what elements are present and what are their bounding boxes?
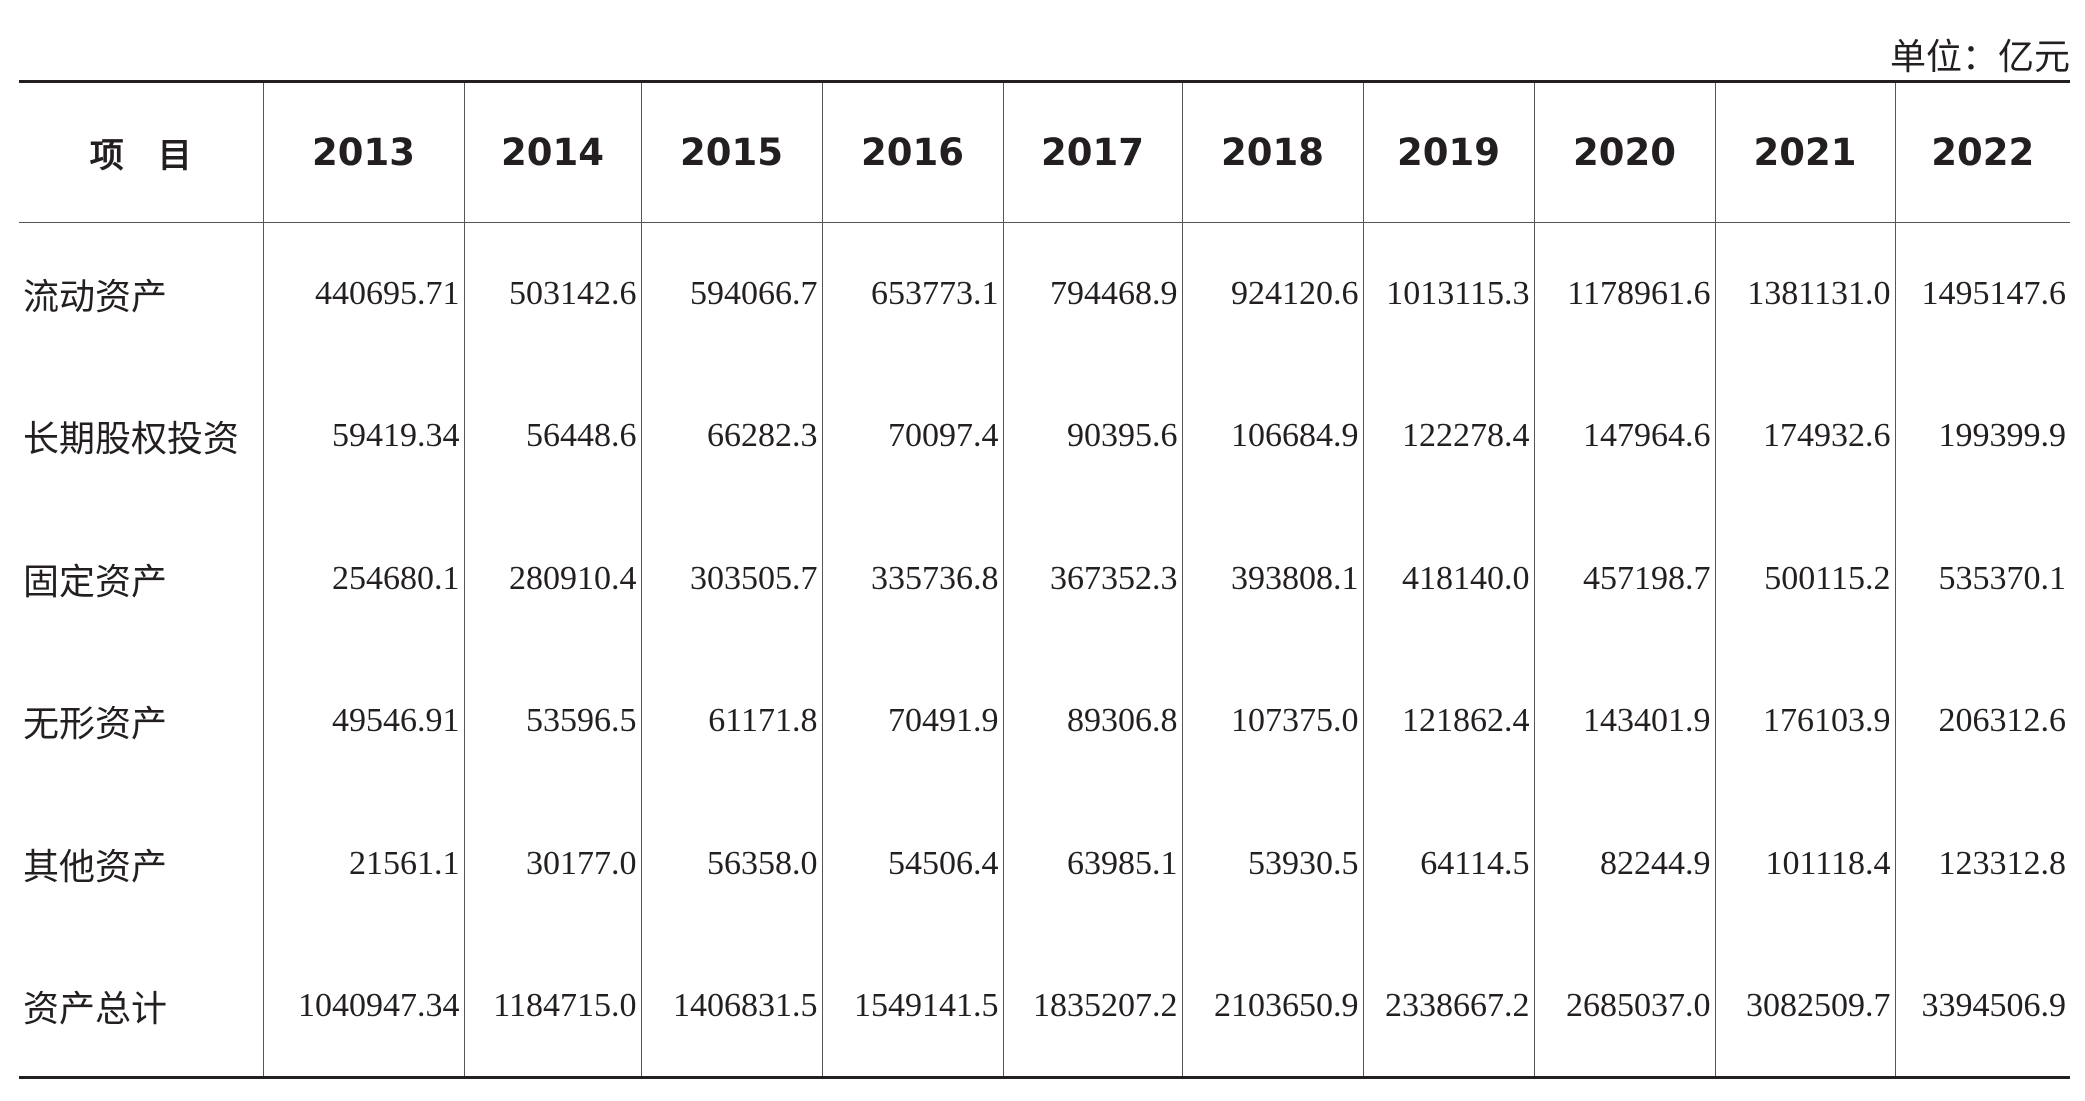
cell: 254680.1: [262, 507, 465, 650]
cell: 61171.8: [640, 650, 823, 793]
cell: 174932.6: [1714, 365, 1896, 508]
cell: 335736.8: [821, 507, 1004, 650]
header-cell: 2019: [1362, 81, 1535, 223]
cell: 3082509.7: [1714, 935, 1896, 1078]
cell: 101118.4: [1714, 792, 1896, 935]
table-row: 资产总计 1040947.34 1184715.0 1406831.5 1549141.…: [19, 935, 2070, 1078]
row-label: 资产总计: [19, 935, 264, 1078]
cell: 924120.6: [1181, 222, 1364, 365]
cell: 122278.4: [1362, 365, 1535, 508]
cell: 107375.0: [1181, 650, 1364, 793]
cell: 1381131.0: [1714, 222, 1896, 365]
row-label: 无形资产: [19, 650, 264, 793]
table-row: 固定资产 254680.1 280910.4 303505.7 335736.8 3673…: [19, 507, 2070, 650]
cell: 123312.8: [1894, 792, 2070, 935]
header-row: 项 目 2013 2014 2015 2016 2017 2018 2019 2020 2021 2…: [19, 81, 2070, 223]
cell: 280910.4: [463, 507, 642, 650]
cell: 367352.3: [1002, 507, 1183, 650]
cell: 303505.7: [640, 507, 823, 650]
cell: 503142.6: [463, 222, 642, 365]
cell: 457198.7: [1533, 507, 1716, 650]
cell: 176103.9: [1714, 650, 1896, 793]
cell: 206312.6: [1894, 650, 2070, 793]
cell: 53596.5: [463, 650, 642, 793]
data-table: 项 目 2013 2014 2015 2016 2017 2018 2019 2020 2021 2…: [19, 80, 2070, 1079]
cell: 1406831.5: [640, 935, 823, 1078]
cell: 2685037.0: [1533, 935, 1716, 1078]
cell: 63985.1: [1002, 792, 1183, 935]
cell: 199399.9: [1894, 365, 2070, 508]
cell: 56358.0: [640, 792, 823, 935]
cell: 59419.34: [262, 365, 465, 508]
table-body: 流动资产 440695.71 503142.6 594066.7 653773.1 794…: [19, 222, 2070, 1078]
header-cell: 2021: [1714, 81, 1896, 223]
row-label: 固定资产: [19, 507, 264, 650]
cell: 70097.4: [821, 365, 1004, 508]
cell: 653773.1: [821, 222, 1004, 365]
header-cell: 2017: [1002, 81, 1183, 223]
cell: 106684.9: [1181, 365, 1364, 508]
row-label: 其他资产: [19, 792, 264, 935]
cell: 21561.1: [262, 792, 465, 935]
cell: 535370.1: [1894, 507, 2070, 650]
header-cell: 2018: [1181, 81, 1364, 223]
cell: 418140.0: [1362, 507, 1535, 650]
header-cell: 2015: [640, 81, 823, 223]
cell: 1549141.5: [821, 935, 1004, 1078]
row-label: 流动资产: [19, 222, 264, 365]
header-cell: 项 目: [19, 81, 264, 223]
cell: 1184715.0: [463, 935, 642, 1078]
row-label: 长期股权投资: [19, 365, 264, 508]
cell: 1495147.6: [1894, 222, 2070, 365]
cell: 143401.9: [1533, 650, 1716, 793]
cell: 66282.3: [640, 365, 823, 508]
cell: 3394506.9: [1894, 935, 2070, 1078]
header-cell: 2016: [821, 81, 1004, 223]
table-row: 无形资产 49546.91 53596.5 61171.8 70491.9 89306.8…: [19, 650, 2070, 793]
cell: 89306.8: [1002, 650, 1183, 793]
unit-label: 单位：亿元: [1889, 37, 2070, 78]
cell: 53930.5: [1181, 792, 1364, 935]
header-cell: 2013: [262, 81, 465, 223]
cell: 70491.9: [821, 650, 1004, 793]
cell: 54506.4: [821, 792, 1004, 935]
cell: 440695.71: [262, 222, 465, 365]
cell: 121862.4: [1362, 650, 1535, 793]
cell: 1013115.3: [1362, 222, 1535, 365]
cell: 64114.5: [1362, 792, 1535, 935]
table-row: 其他资产 21561.1 30177.0 56358.0 54506.4 63985.1 5…: [19, 792, 2070, 935]
cell: 594066.7: [640, 222, 823, 365]
cell: 2103650.9: [1181, 935, 1364, 1078]
cell: 1040947.34: [262, 935, 465, 1078]
header-cell: 2014: [463, 81, 642, 223]
cell: 56448.6: [463, 365, 642, 508]
cell: 30177.0: [463, 792, 642, 935]
table-row: 流动资产 440695.71 503142.6 594066.7 653773.1 794…: [19, 222, 2070, 365]
cell: 393808.1: [1181, 507, 1364, 650]
header-cell: 2022: [1894, 81, 2070, 223]
cell: 147964.6: [1533, 365, 1716, 508]
cell: 1835207.2: [1002, 935, 1183, 1078]
cell: 49546.91: [262, 650, 465, 793]
cell: 82244.9: [1533, 792, 1716, 935]
header-cell: 2020: [1533, 81, 1716, 223]
cell: 500115.2: [1714, 507, 1896, 650]
cell: 2338667.2: [1362, 935, 1535, 1078]
cell: 794468.9: [1002, 222, 1183, 365]
cell: 90395.6: [1002, 365, 1183, 508]
table-row: 长期股权投资 59419.34 56448.6 66282.3 70097.4 90395…: [19, 365, 2070, 508]
cell: 1178961.6: [1533, 222, 1716, 365]
